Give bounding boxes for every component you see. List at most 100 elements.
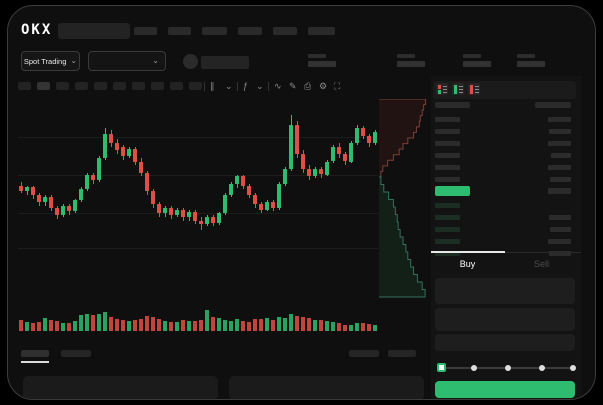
ask-row[interactable] [431, 151, 581, 161]
bid-row[interactable] [431, 237, 581, 247]
volume-bar [157, 319, 161, 331]
line-chart-icon[interactable]: ∿ [274, 81, 282, 91]
camera-snapshot-icon[interactable]: ⎙ [304, 81, 312, 91]
amount-input[interactable] [435, 308, 575, 331]
volume-bar [67, 322, 71, 331]
candlestick-chart[interactable] [18, 98, 378, 338]
ask-row[interactable] [431, 175, 581, 185]
buy-submit-button[interactable] [435, 381, 575, 398]
timeframe-button-1[interactable] [37, 82, 50, 90]
candle-body [367, 135, 371, 143]
timeframe-button-0[interactable] [18, 82, 31, 90]
volume-bar [325, 321, 329, 331]
candle-type-icon[interactable]: ∥ [210, 81, 215, 91]
timeframe-button-3[interactable] [75, 82, 88, 90]
ask-row[interactable] [431, 115, 581, 125]
candle-body [349, 143, 353, 162]
tab-divider [505, 252, 581, 253]
bottom-control-2[interactable] [388, 350, 416, 357]
depth-chart[interactable] [379, 99, 429, 299]
timeframe-button-2[interactable] [56, 82, 69, 90]
pair-name-placeholder[interactable] [201, 56, 249, 69]
candle-body [121, 146, 125, 156]
fullscreen-icon[interactable]: ⛶ [334, 81, 341, 91]
draw-pencil-icon[interactable]: ✎ [289, 81, 297, 91]
ask-price-bar [435, 141, 460, 146]
volume-bar [121, 319, 125, 331]
nav-item-2[interactable] [202, 27, 227, 35]
market-type-selector[interactable]: Spot Trading ⌄ [21, 51, 80, 71]
orderbook-both-icon[interactable] [436, 83, 448, 95]
nav-item-3[interactable] [238, 27, 262, 35]
volume-bar [241, 320, 245, 331]
search-input[interactable] [58, 23, 130, 39]
slider-stop-75[interactable] [539, 365, 545, 371]
volume-bar [115, 318, 119, 331]
chevron-down-icon[interactable]: ⌄ [256, 81, 264, 91]
tab-sell[interactable]: Sell [533, 259, 549, 269]
last-price-amount-bar [548, 188, 571, 194]
ticker-stat-label-2 [463, 54, 481, 58]
last-price-row[interactable] [431, 185, 581, 197]
volume-bar [229, 321, 233, 331]
volume-bar [235, 318, 239, 331]
bid-row[interactable] [431, 225, 581, 235]
price-input[interactable] [435, 278, 575, 304]
bottom-control-1[interactable] [349, 350, 379, 357]
nav-item-0[interactable] [134, 27, 157, 35]
ask-row[interactable] [431, 139, 581, 149]
ask-price-bar [435, 177, 460, 182]
ask-price-bar [435, 117, 460, 122]
orderbook-bids-only-icon[interactable] [452, 83, 464, 95]
ask-row[interactable] [431, 163, 581, 173]
indicators-icon[interactable]: ƒ [243, 81, 249, 91]
ask-row[interactable] [431, 127, 581, 137]
slider-stop-100[interactable] [570, 365, 576, 371]
timeframe-button-7[interactable] [151, 82, 164, 90]
bid-row[interactable] [431, 213, 581, 223]
timeframe-button-6[interactable] [132, 82, 145, 90]
volume-bar [271, 319, 275, 331]
bid-row[interactable] [431, 201, 581, 211]
volume-bar [175, 322, 179, 331]
gridline-1 [18, 175, 378, 176]
volume-bar [49, 319, 53, 331]
candle-body [91, 174, 95, 181]
volume-bar [265, 317, 269, 331]
slider-stop-50[interactable] [505, 365, 511, 371]
gridline-0 [18, 137, 378, 138]
total-input[interactable] [435, 334, 575, 351]
orderbook-price-header [435, 102, 470, 108]
bottom-tab-orders[interactable] [21, 350, 49, 357]
nav-item-1[interactable] [168, 27, 191, 35]
volume-bar [259, 319, 263, 331]
orderbook-asks-only-icon[interactable] [468, 83, 480, 95]
volume-bar [331, 322, 335, 331]
bid-row[interactable] [431, 249, 581, 259]
bid-amount-bar [549, 215, 571, 220]
volume-bar [127, 321, 131, 331]
slider-stop-25[interactable] [471, 365, 477, 371]
volume-bar [223, 320, 227, 331]
chevron-down-icon[interactable]: ⌄ [225, 81, 233, 91]
timeframe-button-4[interactable] [94, 82, 107, 90]
orderbook-amount-header [535, 102, 571, 108]
volume-bar [103, 311, 107, 331]
ticker-stat-value-3 [517, 61, 545, 67]
bottom-tab-history[interactable] [61, 350, 91, 357]
timeframe-button-9[interactable] [189, 82, 202, 90]
nav-item-5[interactable] [308, 27, 335, 35]
candle-body [97, 157, 101, 180]
ask-price-bar [435, 153, 460, 158]
candle-body [187, 211, 191, 218]
timeframe-button-5[interactable] [113, 82, 126, 90]
candle-body [361, 128, 365, 136]
pair-selector[interactable]: ⌄ [88, 51, 166, 71]
ask-amount-bar [551, 153, 571, 158]
tab-buy[interactable]: Buy [459, 259, 476, 269]
volume-bar [31, 323, 35, 331]
nav-item-4[interactable] [273, 27, 297, 35]
settings-gear-icon[interactable]: ⚙ [319, 81, 328, 91]
amount-slider-handle[interactable] [437, 363, 446, 372]
timeframe-button-8[interactable] [170, 82, 183, 90]
